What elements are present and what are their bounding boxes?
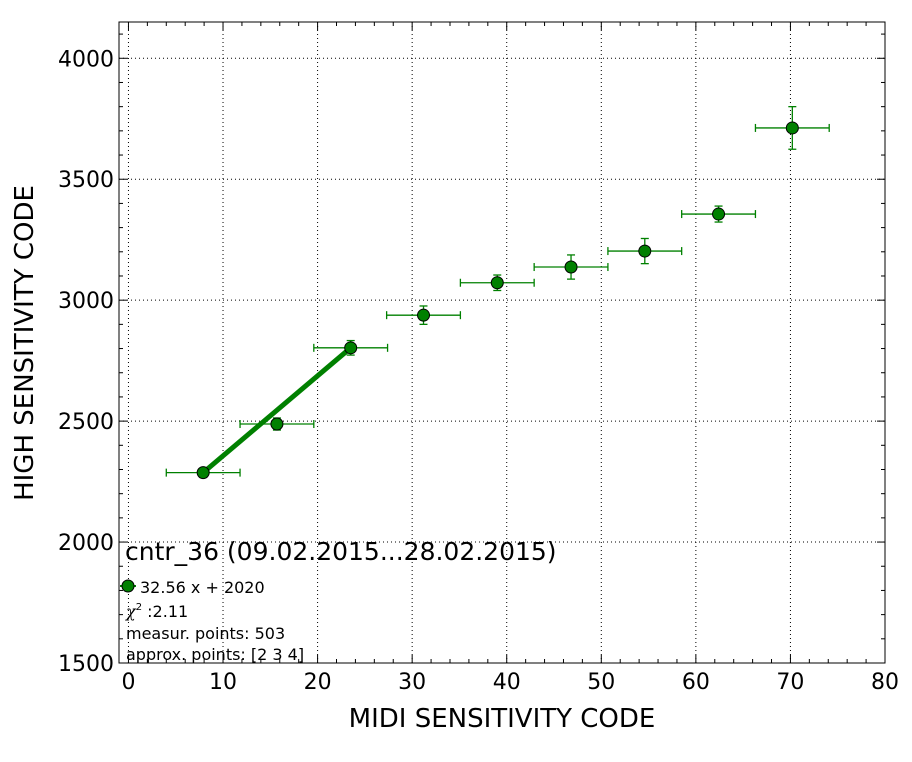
y-tick-label: 2000 xyxy=(58,531,114,556)
tick-marks xyxy=(119,22,886,664)
info-title: cntr_36 (09.02.2015...28.02.2015) xyxy=(125,537,557,566)
y-tick-label: 3500 xyxy=(58,168,114,193)
x-tick-label: 30 xyxy=(398,670,426,695)
data-point xyxy=(196,466,210,480)
data-point xyxy=(270,417,284,431)
x-tick-label: 80 xyxy=(871,670,899,695)
y-tick-label: 3000 xyxy=(58,289,114,314)
approx-points: approx. points: [2 3 4] xyxy=(126,645,304,664)
x-tick-label: 10 xyxy=(209,670,237,695)
chi2-symbol: χ xyxy=(125,602,137,621)
fit-line xyxy=(200,345,354,476)
y-tick-label: 1500 xyxy=(58,652,114,677)
y-axis-title: HIGH SENSITIVITY CODE xyxy=(10,185,40,501)
chi2-line: χ2 :2.11 xyxy=(125,602,188,621)
x-tick-labels: 0 10 20 30 40 50 60 70 80 xyxy=(121,670,899,695)
chi2-exponent: 2 xyxy=(136,602,142,613)
x-tick-label: 40 xyxy=(493,670,521,695)
y-tick-labels: 1500 2000 2500 3000 3500 4000 xyxy=(58,47,114,677)
data-point xyxy=(638,244,652,258)
fit-line-group xyxy=(200,345,354,476)
grid xyxy=(119,22,885,663)
plot-frame xyxy=(118,21,886,664)
x-tick-label: 20 xyxy=(304,670,332,695)
y-tick-label: 4000 xyxy=(58,47,114,72)
chi2-value: :2.11 xyxy=(142,602,188,621)
x-tick-label: 0 xyxy=(121,670,135,695)
data-points xyxy=(196,121,799,480)
info-box: cntr_36 (09.02.2015...28.02.2015) 32.56 … xyxy=(120,537,557,664)
data-point xyxy=(785,121,799,135)
legend-marker xyxy=(121,579,135,593)
data-point xyxy=(712,207,726,221)
x-tick-label: 60 xyxy=(682,670,710,695)
legend-label: 32.56 x + 2020 xyxy=(140,578,265,597)
x-tick-label: 50 xyxy=(587,670,615,695)
x-tick-label: 70 xyxy=(776,670,804,695)
data-point xyxy=(564,260,578,274)
data-point xyxy=(490,276,504,290)
data-point xyxy=(417,308,431,322)
x-axis-title: MIDI SENSITIVITY CODE xyxy=(349,704,656,734)
measur-points: measur. points: 503 xyxy=(126,624,285,643)
y-tick-label: 2500 xyxy=(58,410,114,435)
data-point xyxy=(344,341,358,355)
